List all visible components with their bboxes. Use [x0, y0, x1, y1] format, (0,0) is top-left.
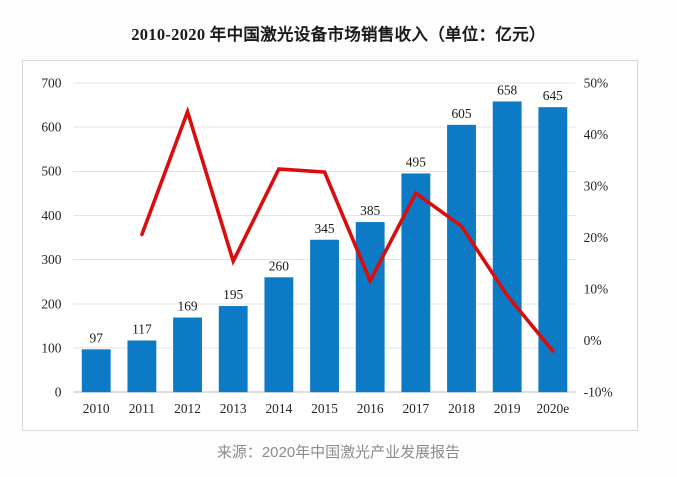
right-axis-tick-label: 0% — [584, 333, 602, 348]
left-axis-tick-label: 700 — [41, 75, 61, 90]
right-axis-tick-label: 10% — [584, 282, 609, 297]
chart-title: 2010-2020 年中国激光设备市场销售收入（单位：亿元） — [131, 25, 546, 44]
revenue-bar — [81, 349, 111, 393]
bar-value-label: 97 — [90, 330, 104, 345]
x-axis-label: 2013 — [220, 401, 247, 416]
x-axis-label: 2019 — [494, 401, 521, 416]
chart-plot-area: 0 100 200 300 400 500 600 700 -10% 0% 10% 20% 30% 40%… — [22, 60, 638, 431]
left-axis-tick-label: 200 — [41, 296, 61, 311]
revenue-bar — [310, 239, 339, 393]
x-axis-label: 2012 — [174, 401, 201, 416]
right-axis-tick-label: 20% — [584, 230, 609, 245]
bar-value-label: 645 — [543, 88, 563, 103]
revenue-bar — [355, 222, 385, 393]
revenue-bar — [538, 107, 568, 393]
x-axis-label: 2014 — [265, 401, 292, 416]
bar-value-label: 260 — [269, 258, 289, 273]
x-axis-label: 2017 — [402, 401, 429, 416]
left-axis-tick-label: 0 — [55, 385, 62, 400]
revenue-bar — [218, 306, 248, 393]
right-axis-tick-label: 50% — [584, 75, 609, 90]
left-axis-tick-label: 100 — [41, 340, 61, 355]
left-axis-tick-label: 400 — [41, 208, 61, 223]
growth-rate-line — [140, 106, 555, 353]
revenue-bar — [173, 317, 202, 393]
bar-value-label: 195 — [223, 287, 243, 302]
right-axis-tick-label: 30% — [584, 178, 609, 193]
x-axis-label: 2011 — [129, 401, 155, 416]
x-axis-label: 2015 — [311, 401, 338, 416]
bar-value-label: 385 — [360, 203, 380, 218]
bar-value-label: 169 — [177, 299, 197, 314]
bar-value-label: 345 — [314, 221, 334, 236]
chart-svg: 0 100 200 300 400 500 600 700 -10% 0% 10% 20% 30% 40%… — [41, 75, 613, 416]
bar-value-label: 117 — [132, 322, 152, 337]
bar-value-label: 495 — [406, 155, 426, 170]
right-axis-tick-label: 40% — [584, 127, 609, 142]
x-axis-label: 2016 — [357, 401, 384, 416]
revenue-bar — [264, 277, 294, 393]
left-axis-tick-label: 500 — [41, 164, 61, 179]
x-axis-label: 2010 — [83, 401, 110, 416]
x-axis-label: 2018 — [448, 401, 475, 416]
bar-value-label: 658 — [497, 82, 517, 97]
x-axis-label: 2020e — [536, 401, 569, 416]
right-axis-tick-label: -10% — [584, 385, 613, 400]
revenue-bar — [492, 101, 522, 393]
left-axis-tick-label: 300 — [41, 252, 61, 267]
revenue-bar — [401, 173, 431, 393]
bar-value-label: 605 — [451, 106, 471, 121]
revenue-bar — [127, 340, 157, 393]
source-caption: 来源：2020年中国激光产业发展报告 — [216, 444, 461, 461]
revenue-bar — [447, 124, 476, 393]
left-axis-tick-label: 600 — [41, 120, 61, 135]
